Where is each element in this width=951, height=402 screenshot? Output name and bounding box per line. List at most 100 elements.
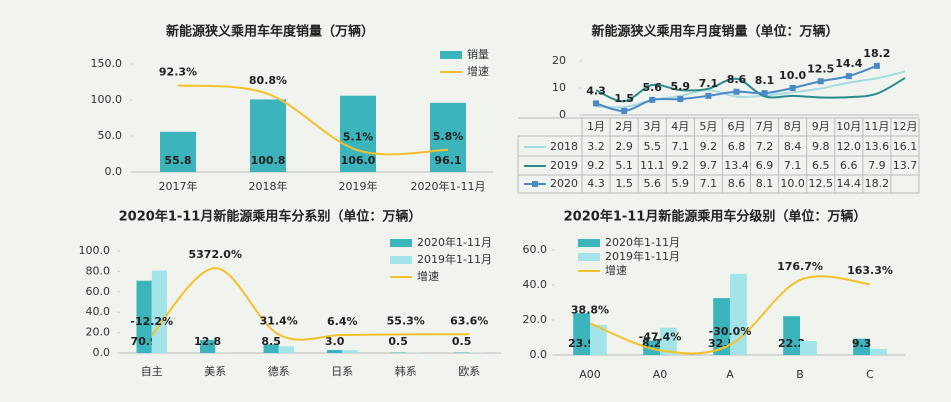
bar-label: 22.2 [778,337,805,350]
bar [454,352,470,353]
x-tick-label: A [726,368,734,381]
table-cell: 4.3 [587,177,605,190]
bar [853,338,870,355]
point [789,85,796,91]
y-tick-label: 10 [552,81,566,94]
bar-label: 0.5 [388,335,408,348]
growth-label: 5.8% [433,130,464,143]
point [817,78,824,85]
x-tick-label: 美系 [204,365,226,378]
point-label: 8.6 [727,73,747,86]
table-cell: 1.5 [615,177,633,190]
bar-label: 100.8 [251,154,286,167]
bar-label: 70.9 [131,335,158,348]
point-label: 5.9 [671,80,691,93]
point-label: 4.3 [586,84,606,97]
bar [430,102,466,172]
x-tick-label: 2020年1-11月 [411,179,486,193]
bar-label: 106.0 [341,154,376,167]
growth-label: 38.8% [571,303,609,316]
table-cell: 5.9 [672,177,690,190]
growth-line [177,84,449,156]
y-tick-label: 40.0 [86,305,111,318]
table-cell: 5.6 [643,177,661,190]
growth-label: 163.3% [847,264,893,277]
point [873,62,880,69]
bar [590,324,607,355]
table-cell: 6.8 [728,140,746,153]
y-tick-label: 50.0 [98,129,123,142]
legend-label: 2019年1-11月 [605,249,680,263]
legend-label: 增速 [417,269,439,283]
bar-label: 12.8 [194,335,221,348]
x-tick-label: 韩系 [395,364,417,378]
chart-title: 2020年1-11月新能源乘用车分系别（单位：万辆） [119,209,422,225]
table-cell: 7.1 [784,159,802,172]
x-tick-label: 11月 [864,120,889,133]
table-cell: 12.0 [837,140,862,153]
point-label: 12.5 [807,62,834,75]
bar [250,99,286,172]
table-cell: 13.4 [724,159,749,172]
legend-swatch [390,256,412,264]
legend-label: 2018 [550,140,578,153]
point [733,88,740,95]
x-tick-label: C [866,368,874,381]
legend-label: 2020 [550,177,578,190]
point [649,96,656,103]
y-tick-label: 20 [552,54,566,67]
table-cell: 8.6 [728,177,746,190]
y-tick-label: 150.0 [91,57,123,70]
growth-line [589,275,871,355]
bar [327,349,343,353]
table-cell: 9.2 [700,140,718,153]
table-cell: 2.9 [615,140,633,153]
table-cell: 18.2 [865,177,890,190]
legend-swatch [578,239,600,247]
table-cell: 9.2 [587,159,605,172]
bar [573,313,590,355]
x-tick-label: 2018年 [249,179,288,193]
growth-label: 31.4% [260,315,298,328]
bar [160,131,196,172]
bar [340,95,376,172]
x-tick-label: 1月 [587,120,605,133]
table-cell: 9.7 [700,159,718,172]
table-cell: 7.9 [868,159,886,172]
table-cell: 13.7 [893,159,918,172]
legend-label: 增速 [605,263,627,277]
legend-swatch [390,239,412,247]
x-tick-label: 4月 [671,120,689,133]
growth-label: -12.2% [130,315,173,328]
table-cell: 6.9 [756,159,774,172]
growth-label: 5.1% [343,130,374,143]
bar [783,316,800,355]
x-tick-label: 欧系 [458,365,480,378]
table-cell: 9.2 [672,159,690,172]
table-cell: 7.2 [756,140,774,153]
legend-swatch [440,51,462,59]
bar-label: 96.1 [434,154,461,167]
table-cell: 13.6 [865,140,890,153]
growth-label: -30.0% [709,325,752,338]
table-cell: 12.5 [808,177,833,190]
y-tick-label: 0 [559,108,566,121]
growth-label: 63.6% [450,314,488,327]
x-tick-label: 3月 [643,120,661,133]
bar-label: 8.5 [261,335,281,348]
x-tick-label: 12月 [892,120,917,133]
legend-label: 2019 [550,159,578,172]
bar [278,346,294,353]
bar-label: 0.5 [452,335,472,348]
point-label: 18.2 [863,47,890,60]
table-cell: 16.1 [893,140,918,153]
table-cell: 14.4 [837,177,862,190]
x-tick-label: 9月 [812,120,830,133]
point [621,107,628,114]
x-tick-label: 10月 [836,120,861,133]
point-label: 8.1 [755,74,775,87]
y-tick-label: 20.0 [523,313,548,326]
x-tick-label: 自主 [141,365,163,378]
legend-label: 2019年1-11月 [417,252,492,266]
